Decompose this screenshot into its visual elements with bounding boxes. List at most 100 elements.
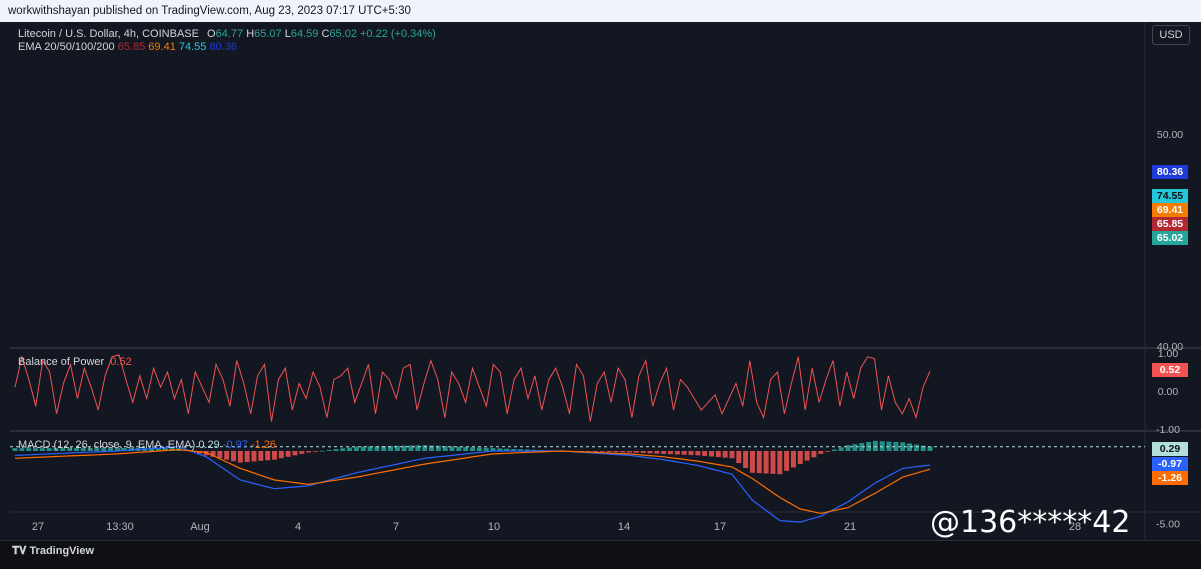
macd-hist-bar bbox=[429, 445, 435, 451]
macd-hist-bar bbox=[736, 451, 742, 464]
macd-hist-bar bbox=[101, 448, 107, 451]
symbol-title[interactable]: Litecoin / U.S. Dollar, 4h, COINBASE bbox=[18, 28, 199, 40]
macd-hist-bar bbox=[497, 448, 503, 451]
change-value: +0.22 (+0.34%) bbox=[360, 28, 436, 40]
last-price-label: 65.02 bbox=[1152, 231, 1188, 245]
macd-hist-bar bbox=[743, 451, 749, 468]
macd-hist-bar bbox=[729, 451, 735, 459]
symbol-legend[interactable]: Litecoin / U.S. Dollar, 4h, COINBASE O64… bbox=[18, 28, 436, 40]
close-label: C bbox=[321, 28, 330, 40]
ema20-value: 65.85 bbox=[117, 41, 146, 53]
macd-hist-bar bbox=[900, 442, 906, 451]
bop-legend[interactable]: Balance of Power 0.52 bbox=[18, 356, 132, 368]
macd-hist-bar bbox=[292, 451, 298, 456]
macd-hist-bar bbox=[592, 451, 598, 452]
x-tick-label: 28 bbox=[1069, 521, 1081, 533]
tradingview-logo[interactable]: 𝐓𝐕 TradingView bbox=[12, 545, 94, 558]
macd-hist-bar bbox=[381, 446, 387, 451]
macd-hist-bar bbox=[763, 451, 769, 474]
macd-hist-bar bbox=[640, 451, 646, 454]
macd-hist-bar bbox=[872, 440, 878, 451]
macd-hist-bar bbox=[633, 451, 639, 453]
macd-hist-bar bbox=[852, 444, 858, 451]
macd-hist-bar bbox=[231, 451, 237, 462]
macd-hist-bar bbox=[886, 441, 892, 451]
macd-hist-value: 0.29 bbox=[198, 439, 220, 451]
macd-hist-bar bbox=[299, 451, 305, 454]
macd-hist-bar bbox=[504, 448, 510, 451]
macd-hist-bar bbox=[517, 449, 523, 451]
macd-hist-bar bbox=[470, 447, 475, 451]
macd-hist-bar bbox=[422, 445, 428, 451]
macd-hist-bar bbox=[340, 448, 346, 451]
macd-line-value: -0.97 bbox=[222, 439, 248, 451]
macd-hist-bar bbox=[388, 445, 394, 451]
brand-name: TradingView bbox=[29, 545, 95, 557]
x-tick-label: 14 bbox=[618, 521, 630, 533]
ema100-value: 74.55 bbox=[178, 41, 207, 53]
macd-hist-bar bbox=[312, 451, 318, 452]
macd-hist-bar bbox=[401, 445, 407, 451]
bop-line bbox=[14, 354, 931, 422]
macd-hist-bar bbox=[756, 451, 762, 474]
macd-hist-bar bbox=[217, 451, 223, 459]
bop-tick-label: 0.00 bbox=[1158, 386, 1179, 398]
macd-hist-bar bbox=[408, 445, 414, 451]
macd-hist-bar bbox=[415, 445, 421, 451]
macd-hist-bar bbox=[374, 446, 380, 451]
macd-hist-bar bbox=[490, 448, 496, 451]
macd-hist-bar bbox=[510, 448, 516, 451]
macd-hist-bar bbox=[244, 451, 250, 463]
macd-hist-bar bbox=[121, 448, 127, 451]
x-tick-label: 10 bbox=[488, 521, 500, 533]
currency-button[interactable]: USD bbox=[1152, 25, 1190, 45]
watermark: @136*****42 bbox=[930, 505, 1131, 540]
close-value: 65.02 bbox=[329, 28, 357, 40]
macd-hist-bar bbox=[53, 448, 59, 451]
bop-value: 0.52 bbox=[110, 356, 132, 368]
macd-hist-bar bbox=[483, 447, 489, 451]
macd-hist-bar bbox=[674, 451, 680, 455]
bop-tick-label: -1.00 bbox=[1156, 424, 1180, 436]
macd-hist-bar bbox=[838, 447, 844, 451]
open-label: O bbox=[207, 28, 216, 40]
macd-hist-bar bbox=[306, 451, 312, 453]
macd-hist-bar bbox=[784, 451, 790, 471]
macd-hist-bar bbox=[831, 449, 837, 451]
macd-hist-bar bbox=[893, 441, 899, 451]
x-tick-label: Aug bbox=[190, 521, 210, 533]
macd-hist-bar bbox=[203, 451, 209, 456]
ema-label[interactable]: EMA 20/50/100/200 bbox=[18, 41, 115, 53]
macd-hist-bar bbox=[722, 451, 728, 458]
macd-hist-bar bbox=[224, 451, 230, 460]
macd-hist-bar bbox=[39, 448, 45, 451]
macd-hist-bar bbox=[108, 448, 114, 451]
macd-hist-bar bbox=[19, 448, 25, 451]
macd-hist-bar bbox=[319, 450, 325, 452]
macd-hist-bar bbox=[586, 451, 592, 452]
macd-hist-bar bbox=[442, 446, 448, 451]
macd-hist-bar bbox=[360, 446, 366, 451]
low-label: L bbox=[284, 28, 291, 40]
x-tick-label: 21 bbox=[844, 521, 856, 533]
macd-hist-bar bbox=[654, 451, 660, 454]
macd-hist-bar bbox=[770, 451, 776, 474]
macd-hist-bar bbox=[859, 443, 865, 451]
macd-hist-bar bbox=[456, 446, 462, 451]
macd-hist-bar bbox=[347, 447, 353, 451]
macd-legend[interactable]: MACD (12, 26, close, 9, EMA, EMA) 0.29 -… bbox=[18, 439, 276, 451]
bop-label[interactable]: Balance of Power bbox=[18, 356, 105, 368]
macd-label[interactable]: MACD (12, 26, close, 9, EMA, EMA) bbox=[18, 439, 196, 451]
macd-hist-bar bbox=[661, 451, 667, 454]
chart-canvas[interactable]: 40.0050.0060.0070.0080.0090.00100.00110.… bbox=[0, 22, 1201, 540]
macd-hist-bar bbox=[668, 451, 674, 455]
macd-hist-bar bbox=[708, 451, 714, 457]
macd-hist-bar bbox=[94, 448, 100, 451]
macd-hist-bar bbox=[695, 451, 701, 456]
macd-hist-bar bbox=[845, 445, 851, 451]
x-tick-label: 13:30 bbox=[106, 521, 134, 533]
macd-hist-bar bbox=[67, 448, 73, 451]
macd-hist-bar bbox=[702, 451, 708, 456]
ema-legend[interactable]: EMA 20/50/100/200 65.85 69.41 74.55 80.3… bbox=[18, 41, 237, 53]
